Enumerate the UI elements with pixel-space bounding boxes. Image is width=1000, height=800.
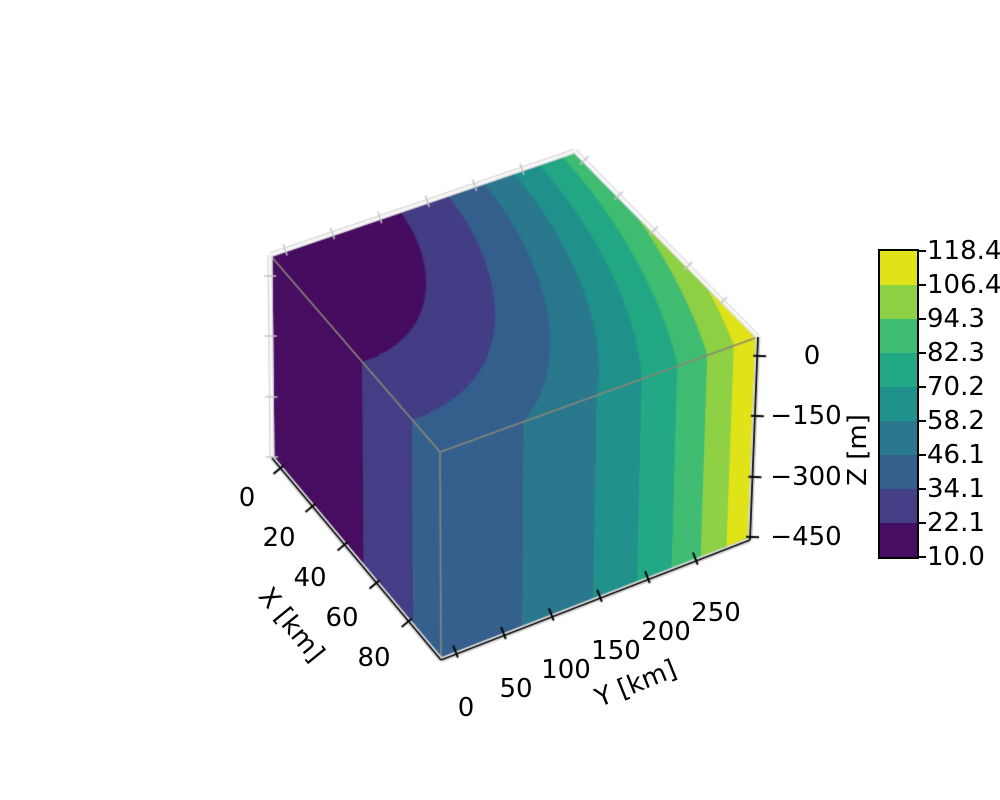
colorbar-tick-label: 94.3	[927, 304, 985, 334]
colorbar-band	[880, 251, 917, 285]
colorbar-band	[880, 285, 917, 319]
colorbar-band	[880, 421, 917, 455]
y-tick-label: 200	[641, 617, 691, 647]
colorbar-tick-label: 106.4	[927, 270, 1000, 300]
y-tick-label: 150	[591, 636, 641, 666]
colorbar-tick	[919, 454, 926, 456]
colorbar-tick-label: 70.2	[927, 372, 985, 402]
y-tick-label: 250	[691, 598, 741, 628]
z-axis-label: Z [m]	[843, 414, 873, 486]
colorbar-tick-label: 118.4	[927, 236, 1000, 266]
y-tick-label: 100	[541, 655, 591, 685]
colorbar	[878, 249, 919, 559]
x-tick-label: 0	[238, 483, 256, 513]
z-tick-label: −150	[770, 401, 842, 431]
colorbar-tick	[919, 488, 926, 490]
colorbar-tick-label: 82.3	[927, 338, 985, 368]
z-tick-label: 0	[803, 341, 821, 371]
colorbar-band	[880, 455, 917, 489]
z-tick-label: −300	[770, 462, 842, 492]
colorbar-tick-label: 22.1	[927, 508, 985, 538]
colorbar-tick	[919, 250, 926, 252]
colorbar-tick-label: 46.1	[927, 440, 985, 470]
x-tick-label: 20	[262, 523, 296, 553]
colorbar-tick-label: 58.2	[927, 406, 985, 436]
x-tick-label: 60	[325, 603, 359, 633]
colorbar-band	[880, 489, 917, 523]
colorbar-band	[880, 319, 917, 353]
colorbar-tick	[919, 556, 926, 558]
colorbar-band	[880, 387, 917, 421]
colorbar-tick-label: 34.1	[927, 474, 985, 504]
colorbar-band	[880, 523, 917, 557]
colorbar-tick	[919, 522, 926, 524]
colorbar-tick	[919, 386, 926, 388]
colorbar-band	[880, 353, 917, 387]
x-tick-label: 40	[293, 563, 327, 593]
x-tick-label: 80	[357, 643, 391, 673]
colorbar-tick-label: 10.0	[927, 542, 985, 572]
y-tick-label: 0	[457, 693, 475, 723]
colorbar-tick	[919, 352, 926, 354]
colorbar-tick	[919, 420, 926, 422]
colorbar-tick	[919, 284, 926, 286]
colorbar-tick	[919, 318, 926, 320]
y-tick-label: 50	[499, 674, 533, 704]
z-tick-label: −450	[770, 522, 842, 552]
